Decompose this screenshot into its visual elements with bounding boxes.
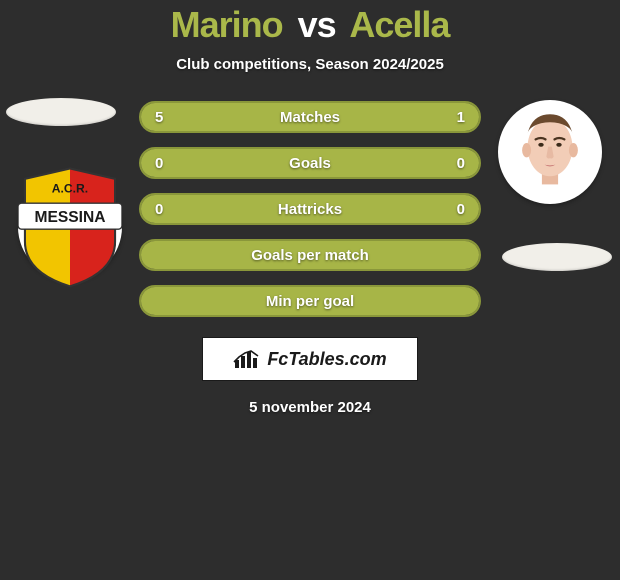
stat-bar: Goals0 0 [139,147,481,179]
player2-name: Acella [349,4,449,45]
bar-chart-icon [233,348,261,370]
bar-label: Min per goal [141,293,479,310]
player2-avatar [498,100,602,204]
bar-label: Matches [141,109,479,126]
stat-bar: Hattricks0 0 [139,193,481,225]
brand-text: FcTables.com [267,349,386,370]
vs-label: vs [298,4,336,45]
bar-value-left: 5 [155,109,163,126]
crest-top-text: A.C.R. [52,181,88,195]
subtitle: Club competitions, Season 2024/2025 [0,56,620,73]
main-content: A.C.R. MESSINA Matches51Goals00Hattricks… [0,101,620,416]
face-icon [505,107,595,197]
crest-name-text: MESSINA [35,209,106,226]
stat-bars: Matches51Goals00Hattricks00Goals per mat… [139,101,481,317]
bar-value-right: 0 [457,201,465,218]
page-title: Marino vs Acella [0,4,620,46]
brand-box: FcTables.com [202,337,418,381]
header: Marino vs Acella Club competitions, Seas… [0,0,620,73]
bar-label: Hattricks [141,201,479,218]
bar-value-left: 0 [155,201,163,218]
bar-value-left: 0 [155,155,163,172]
player2-shadow-ellipse [502,243,612,271]
player1-club-crest: A.C.R. MESSINA [18,175,122,279]
bar-value-right: 0 [457,155,465,172]
crest-icon: A.C.R. MESSINA [18,165,122,290]
stat-bar: Matches5 1 [139,101,481,133]
stat-bar: Min per goal [139,285,481,317]
player1-name: Marino [171,4,283,45]
bar-value-right: 1 [457,109,465,126]
stat-bar: Goals per match [139,239,481,271]
bar-label: Goals per match [141,247,479,264]
date-label: 5 november 2024 [0,399,620,416]
bar-label: Goals [141,155,479,172]
player1-shadow-ellipse [6,98,116,126]
